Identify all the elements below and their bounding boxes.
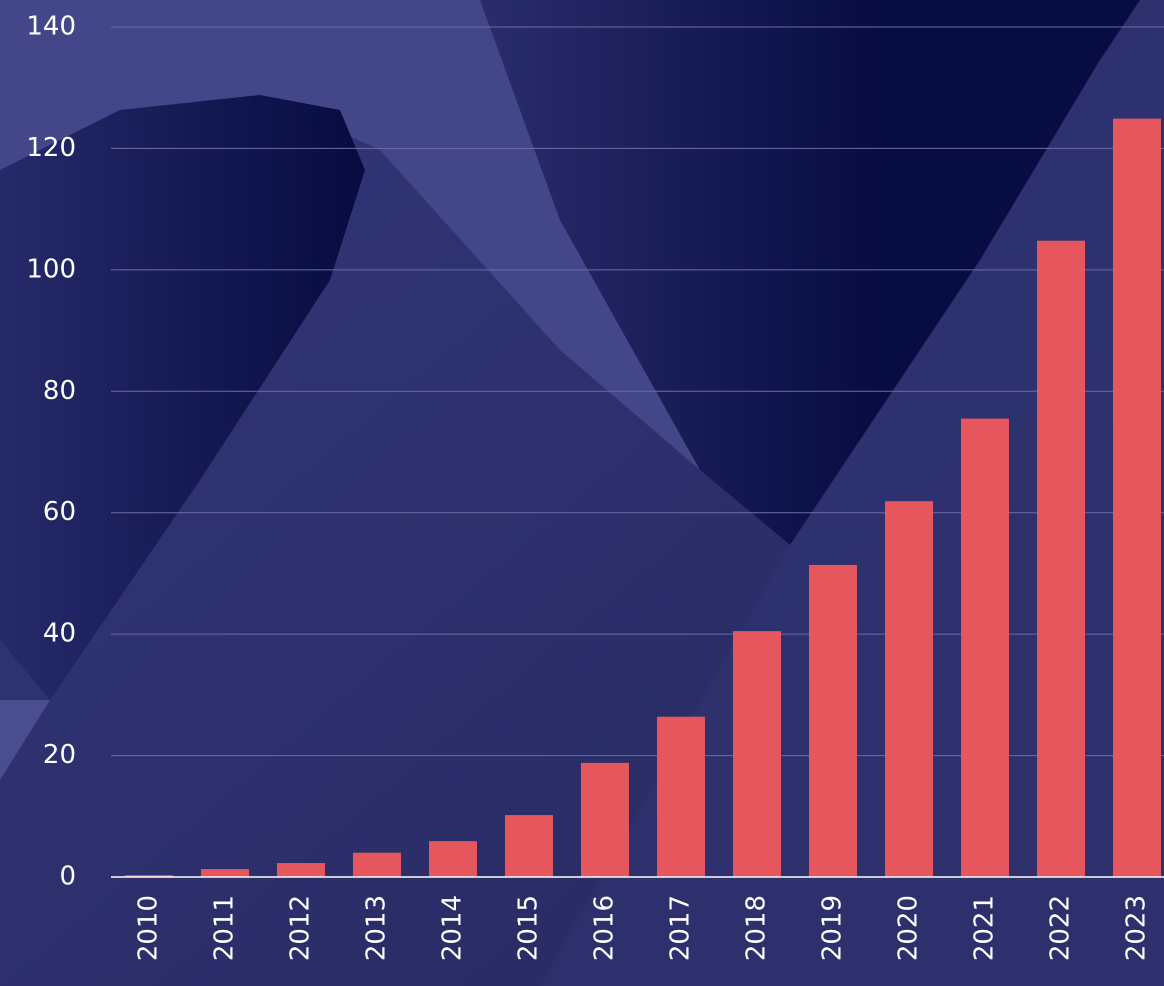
- x-tick-label: 2019: [818, 895, 848, 961]
- y-tick-label: 0: [59, 862, 76, 892]
- y-tick-label: 100: [26, 254, 76, 284]
- bar: [961, 418, 1009, 877]
- y-tick-label: 20: [43, 740, 76, 770]
- x-tick-label: 2015: [514, 895, 544, 961]
- x-tick-label: 2013: [362, 895, 392, 961]
- bar: [885, 501, 933, 877]
- y-tick-label: 140: [26, 12, 76, 42]
- bar: [125, 875, 173, 877]
- y-tick-label: 80: [43, 376, 76, 406]
- x-tick-label: 2016: [590, 895, 620, 961]
- x-tick-label: 2022: [1046, 895, 1076, 961]
- x-tick-label: 2014: [438, 895, 468, 961]
- bar: [505, 815, 553, 877]
- bar: [733, 631, 781, 877]
- x-tick-label: 2018: [742, 895, 772, 961]
- x-tick-label: 2023: [1122, 895, 1152, 961]
- y-tick-label: 120: [26, 133, 76, 163]
- bar: [277, 863, 325, 877]
- plot-area: 0 20 40 60 80 100 120 140 2010 2011 2012 2013 2014 20…: [26, 12, 1164, 961]
- y-tick-label: 40: [43, 619, 76, 649]
- bar: [657, 716, 705, 877]
- y-tick-label: 60: [43, 497, 76, 527]
- bar: [1037, 240, 1085, 877]
- x-tick-label: 2021: [970, 895, 1000, 961]
- x-tick-label: 2020: [894, 895, 924, 961]
- bar: [353, 852, 401, 877]
- bar: [581, 762, 629, 877]
- x-tick-label: 2017: [666, 895, 696, 961]
- bar: [809, 564, 857, 877]
- bar: [1113, 118, 1161, 877]
- bar: [201, 869, 249, 877]
- bar: [429, 841, 477, 877]
- x-tick-label: 2012: [286, 895, 316, 961]
- x-tick-label: 2011: [210, 895, 240, 961]
- x-tick-label: 2010: [134, 895, 164, 961]
